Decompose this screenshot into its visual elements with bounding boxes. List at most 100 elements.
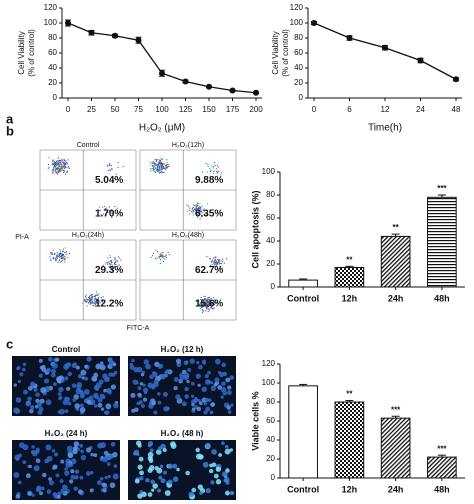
cell (184, 386, 189, 392)
y-tick-label: 100 (262, 167, 276, 176)
cell (110, 384, 116, 390)
cell (196, 406, 202, 412)
cell (51, 362, 58, 369)
cell (38, 373, 43, 378)
cell (29, 408, 34, 414)
cell (38, 358, 43, 363)
quadrant-percent: 12.2% (95, 299, 123, 310)
event-dot (226, 258, 228, 260)
event-dot (90, 293, 93, 296)
event-dot (199, 303, 201, 305)
event-dot (56, 164, 58, 166)
cell (86, 399, 92, 405)
cell (84, 364, 88, 369)
cell (175, 358, 182, 364)
event-dot (164, 165, 166, 167)
event-dot (165, 254, 167, 256)
event-dot (207, 296, 209, 298)
cell (25, 401, 31, 407)
event-dot (107, 257, 109, 259)
cell (92, 377, 97, 381)
cell (66, 445, 73, 452)
event-dot (153, 167, 155, 169)
cell (15, 397, 22, 403)
cell (55, 357, 60, 362)
event-dot (220, 260, 222, 262)
event-dot (155, 249, 157, 251)
event-dot (222, 260, 224, 262)
event-dot (64, 255, 66, 258)
cell (90, 452, 94, 457)
event-dot (98, 293, 100, 295)
event-dot (200, 306, 202, 308)
cell (191, 402, 195, 407)
event-dot (204, 304, 206, 306)
event-dot (161, 165, 163, 167)
cell (153, 410, 158, 415)
event-dot (91, 302, 93, 304)
event-dot (53, 162, 55, 164)
cell (33, 387, 38, 392)
event-dot (211, 263, 213, 266)
cell (108, 454, 113, 460)
x-tick-label: 125 (179, 105, 193, 114)
event-dot (99, 302, 101, 304)
cell (198, 364, 203, 370)
cell (80, 454, 87, 461)
event-dot (53, 165, 56, 167)
cell (25, 473, 31, 479)
cell (224, 448, 231, 455)
event-dot (209, 168, 211, 170)
cell (76, 447, 81, 451)
significance: *** (391, 405, 401, 414)
cell (52, 464, 58, 470)
cell (163, 470, 167, 475)
event-dot (213, 304, 216, 306)
bar (288, 385, 318, 479)
event-dot (160, 166, 163, 168)
event-dot (85, 297, 88, 299)
event-dot (50, 253, 52, 255)
cell (33, 465, 40, 472)
cell (35, 398, 40, 403)
y-tick-label: 100 (290, 18, 304, 27)
event-dot (152, 163, 154, 165)
y-tick-label: 60 (266, 416, 275, 425)
cell (151, 488, 155, 492)
event-dot (206, 256, 208, 258)
cell (210, 385, 216, 391)
event-dot (67, 167, 69, 169)
cell (188, 491, 194, 497)
cell (75, 365, 80, 370)
event-dot (158, 162, 161, 164)
bar (380, 235, 411, 288)
event-dot (211, 165, 213, 167)
cell (73, 446, 77, 451)
y-tick-label: 80 (48, 33, 57, 42)
event-dot (54, 164, 56, 166)
event-dot (157, 170, 159, 172)
image-title: H₂O₂ (12 h) (161, 345, 204, 354)
event-dot (197, 304, 199, 306)
cell (17, 366, 21, 370)
event-dot (99, 210, 102, 212)
cell (22, 362, 27, 367)
cell (69, 479, 74, 484)
event-dot (117, 264, 119, 267)
cell (210, 380, 214, 385)
event-dot (215, 168, 217, 170)
event-dot (149, 161, 151, 163)
cell (145, 363, 151, 370)
event-dot (67, 165, 70, 168)
cell (147, 443, 152, 448)
event-dot (57, 171, 59, 173)
event-dot (219, 266, 222, 268)
event-dot (116, 260, 118, 262)
event-dot (153, 252, 155, 255)
event-dot (213, 165, 215, 167)
cell (221, 441, 225, 445)
cell (217, 385, 223, 390)
event-dot (56, 252, 58, 254)
event-dot (198, 305, 201, 307)
cell (208, 468, 214, 474)
